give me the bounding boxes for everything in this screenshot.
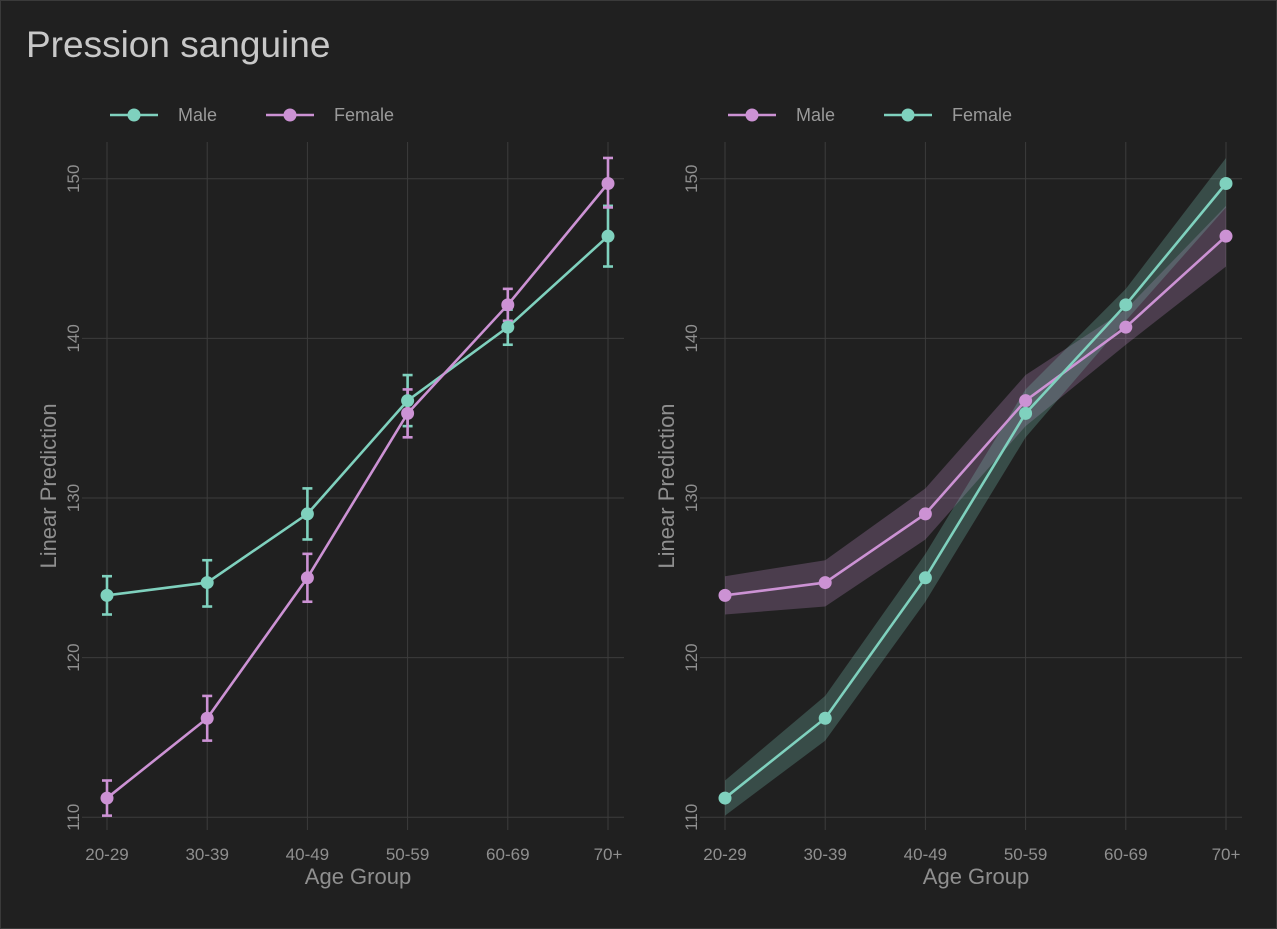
data-point-female (1019, 406, 1033, 420)
chart-panel-2: 20-29 30-39 40-49 50-59 60-69 70+ 110 120 130 140… (654, 105, 1242, 889)
series-line-female (106, 182, 610, 800)
data-point-female (401, 406, 415, 420)
data-point-female (300, 571, 314, 585)
data-point-female (718, 791, 732, 805)
y-tick-label: 120 (682, 643, 701, 671)
y-tick-label: 130 (682, 484, 701, 512)
legend-label-female: Female (334, 105, 394, 125)
x-tick-label: 40-49 (904, 845, 947, 864)
x-tick-label: 30-39 (803, 845, 846, 864)
y-tick-label: 120 (64, 643, 83, 671)
data-point-female (818, 711, 832, 725)
data-point-male (918, 507, 932, 521)
data-point-female (601, 177, 615, 191)
data-point-male (1119, 320, 1133, 334)
y-axis-title: Linear Prediction (36, 403, 61, 568)
x-axis-title: Age Group (923, 864, 1029, 889)
data-point-male (1019, 394, 1033, 408)
figure-title: Pression sanguine (26, 24, 331, 65)
data-point-female (200, 711, 214, 725)
x-tick-label: 50-59 (386, 845, 429, 864)
x-tick-label: 30-39 (185, 845, 228, 864)
data-point-female (501, 298, 515, 312)
y-tick-label: 150 (682, 165, 701, 193)
y-tick-label: 150 (64, 165, 83, 193)
y-tick-label: 110 (682, 804, 701, 831)
data-point-male (601, 229, 615, 243)
legend-label-male: Male (796, 105, 835, 125)
data-point-female (1119, 298, 1133, 312)
x-tick-label: 70+ (594, 845, 623, 864)
series-line-male (724, 235, 1227, 597)
series-line-female (724, 182, 1228, 800)
legend: Male Female (728, 105, 1012, 125)
legend-marker-male (745, 108, 759, 122)
data-point-male (501, 320, 515, 334)
chart-panel-1: 20-29 30-39 40-49 50-59 60-69 70+ 110 120 130 140… (36, 105, 624, 889)
data-point-female (100, 791, 114, 805)
x-tick-label: 50-59 (1004, 845, 1047, 864)
x-tick-label: 20-29 (703, 845, 746, 864)
ribbon-male (725, 205, 1226, 615)
data-point-female (918, 571, 932, 585)
y-tick-label: 140 (64, 324, 83, 352)
x-tick-label: 60-69 (1104, 845, 1147, 864)
x-tick-label: 60-69 (486, 845, 529, 864)
y-tick-label: 140 (682, 324, 701, 352)
x-tick-label: 40-49 (286, 845, 329, 864)
legend-label-female: Female (952, 105, 1012, 125)
data-point-male (818, 576, 832, 590)
legend-marker-female (283, 108, 297, 122)
y-axis-title: Linear Prediction (654, 403, 679, 568)
data-point-male (200, 576, 214, 590)
y-tick-label: 130 (64, 484, 83, 512)
y-tick-label: 110 (64, 804, 83, 831)
legend: Male Female (110, 105, 394, 125)
legend-marker-female (901, 108, 915, 122)
x-tick-label: 20-29 (85, 845, 128, 864)
legend-label-male: Male (178, 105, 217, 125)
data-point-female (1219, 177, 1233, 191)
data-point-male (718, 588, 732, 602)
series-line-male (106, 235, 609, 597)
ribbon-female (725, 157, 1226, 816)
x-axis-title: Age Group (305, 864, 411, 889)
legend-marker-male (127, 108, 141, 122)
x-tick-label: 70+ (1212, 845, 1241, 864)
data-point-male (300, 507, 314, 521)
data-point-male (401, 394, 415, 408)
data-point-male (1219, 229, 1233, 243)
data-point-male (100, 588, 114, 602)
